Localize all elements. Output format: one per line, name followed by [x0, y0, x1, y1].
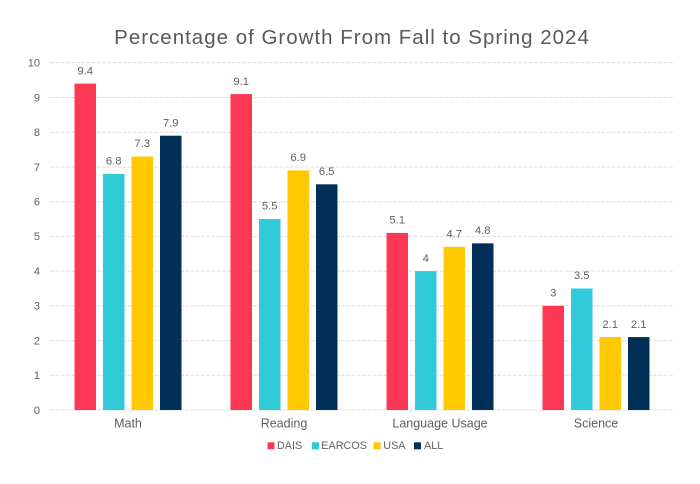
svg-text:Science: Science — [574, 416, 619, 430]
svg-text:Percentage of Growth From Fall: Percentage of Growth From Fall to Spring… — [114, 26, 590, 49]
svg-text:0: 0 — [34, 405, 40, 417]
svg-text:5: 5 — [34, 231, 40, 243]
svg-text:6: 6 — [34, 197, 40, 209]
svg-text:7.3: 7.3 — [134, 138, 150, 150]
svg-text:EARCOS: EARCOS — [321, 440, 367, 452]
svg-text:DAIS: DAIS — [277, 440, 302, 452]
svg-text:6.5: 6.5 — [319, 166, 335, 178]
svg-text:3: 3 — [34, 301, 40, 313]
svg-text:4.7: 4.7 — [446, 229, 462, 241]
svg-text:2.1: 2.1 — [602, 319, 618, 331]
svg-text:2.1: 2.1 — [631, 319, 647, 331]
svg-text:5.5: 5.5 — [262, 201, 278, 213]
svg-text:9: 9 — [34, 92, 40, 104]
svg-text:ALL: ALL — [424, 440, 443, 452]
svg-text:2: 2 — [34, 335, 40, 347]
svg-text:9.1: 9.1 — [233, 76, 249, 88]
svg-text:3: 3 — [550, 288, 556, 300]
svg-text:4: 4 — [34, 266, 40, 278]
svg-text:9.4: 9.4 — [77, 65, 93, 77]
svg-text:8: 8 — [34, 127, 40, 139]
svg-text:7: 7 — [34, 162, 40, 174]
svg-text:USA: USA — [383, 440, 406, 452]
svg-text:6.8: 6.8 — [106, 156, 122, 168]
svg-text:10: 10 — [28, 58, 40, 70]
svg-text:7.9: 7.9 — [163, 117, 179, 129]
svg-text:Math: Math — [114, 416, 142, 430]
svg-text:4.8: 4.8 — [475, 225, 491, 237]
svg-text:3.5: 3.5 — [574, 270, 590, 282]
svg-text:5.1: 5.1 — [389, 215, 405, 227]
svg-text:1: 1 — [34, 370, 40, 382]
svg-text:4: 4 — [423, 253, 429, 265]
svg-text:Reading: Reading — [261, 416, 308, 430]
svg-text:Language Usage: Language Usage — [392, 416, 487, 430]
svg-text:6.9: 6.9 — [290, 152, 306, 164]
